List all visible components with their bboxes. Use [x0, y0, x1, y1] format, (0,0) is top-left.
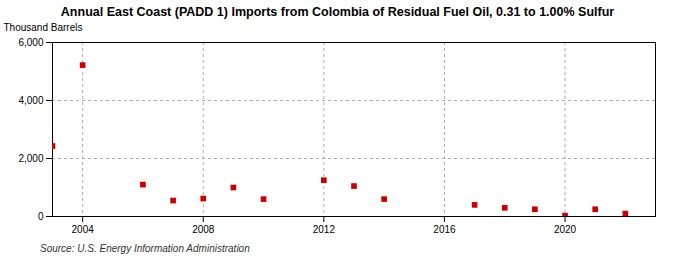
html-text:Source: U.S. Energy Informatio: Source: U.S. Energy Information Administ…	[40, 243, 250, 254]
svg-text:2012: 2012	[313, 224, 336, 235]
svg-text:0: 0	[38, 211, 44, 222]
svg-text:6,000: 6,000	[18, 37, 43, 48]
html-text:Annual East Coast (PADD 1) Imp: Annual East Coast (PADD 1) Imports from …	[60, 5, 615, 19]
svg-text:2008: 2008	[192, 224, 215, 235]
svg-text:2,000: 2,000	[18, 153, 43, 164]
svg-text:Thousand Barrels: Thousand Barrels	[4, 22, 83, 33]
svg-text:2016: 2016	[433, 224, 456, 235]
svg-text:4,000: 4,000	[18, 95, 43, 106]
svg-text:2004: 2004	[72, 224, 95, 235]
svg-text:2020: 2020	[554, 224, 577, 235]
